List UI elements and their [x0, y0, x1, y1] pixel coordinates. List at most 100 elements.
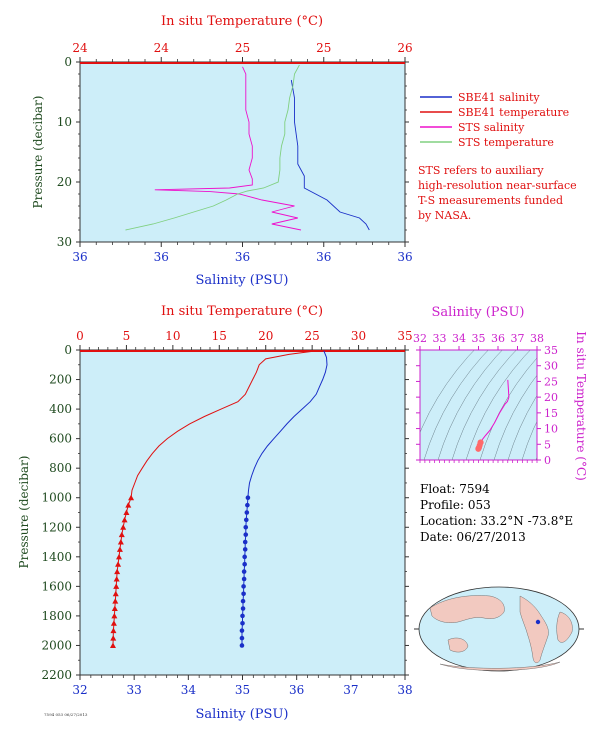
bottom-tick-label: 34 — [181, 683, 197, 697]
bottom-tick-label: 36 — [235, 250, 250, 264]
bottom-tick-label: 38 — [397, 683, 412, 697]
sbe41-temperature-point — [110, 635, 117, 641]
near-surface-y-axis-label: Pressure (decibar) — [31, 96, 45, 209]
y-tick-label: 600 — [49, 432, 72, 446]
sts-note-line-3: T-S measurements funded — [418, 194, 563, 207]
full-profile-axes: 0200400600800100012001400160018002000220… — [41, 329, 412, 697]
bottom-tick-label: 36 — [316, 250, 331, 264]
top-tick-label: 25 — [316, 41, 331, 55]
y-tick-label: 1600 — [41, 579, 72, 593]
legend-label-sbe41-salinity: SBE41 salinity — [458, 91, 540, 104]
ts-top-tick-label: 35 — [472, 332, 486, 345]
density-contour — [451, 350, 517, 460]
sbe41-salinity-point — [240, 613, 245, 619]
map-land-africa — [556, 611, 573, 643]
near-surface-plot: 0 10 20 30 24 24 25 25 26 36 36 36 36 36 In situ Temp… — [31, 14, 413, 288]
sbe41-salinity-point — [241, 569, 247, 574]
ts-top-tick-label: 33 — [433, 332, 447, 345]
bottom-tick-label: 36 — [154, 250, 169, 264]
top-tick-label: 15 — [212, 329, 227, 343]
full-profile-plot: 0200400600800100012001400160018002000220… — [17, 304, 413, 722]
bottom-tick-label: 35 — [235, 683, 250, 697]
sbe41-temperature-point — [116, 546, 123, 552]
ts-right-tick-label: 10 — [544, 423, 558, 436]
density-contour — [521, 420, 537, 460]
profile-number: Profile: 053 — [420, 498, 491, 512]
y-tick-label: 2200 — [41, 668, 72, 682]
ts-right-tick-label: 0 — [544, 454, 551, 467]
bottom-tick-label: 32 — [72, 683, 87, 697]
near-surface-series — [125, 64, 370, 231]
ts-top-tick-label: 37 — [511, 332, 525, 345]
near-surface-plot-area — [79, 61, 406, 243]
top-tick-label: 26 — [397, 41, 412, 55]
sbe41-temperature-point — [112, 590, 119, 597]
sbe41-salinity-point — [240, 598, 246, 604]
near-surface-top-axis-label: In situ Temperature (°C) — [161, 14, 323, 29]
top-tick-label: 10 — [165, 329, 180, 343]
sbe41-temperature-point — [115, 561, 122, 567]
ts-right-tick-label: 25 — [544, 375, 558, 388]
y-tick-label: 400 — [49, 402, 72, 416]
ts-diagram-axes: 32 33 34 35 36 37 38 0 5 10 15 20 25 30 35 — [413, 332, 558, 467]
sbe41-salinity-point — [239, 628, 245, 633]
y-tick-label: 200 — [49, 373, 72, 387]
y-tick-label: 1200 — [41, 520, 72, 534]
y-tick-label: 800 — [49, 461, 72, 475]
top-tick-label: 24 — [154, 41, 170, 55]
float-location: Location: 33.2°N -73.8°E — [420, 514, 574, 528]
sts-note-line-1: STS refers to auxiliary — [418, 164, 544, 177]
y-tick-label: 1000 — [41, 491, 72, 505]
ts-diagram-right-axis-label: In situ Temperature (°C) — [574, 331, 588, 481]
legend-label-sts-salinity: STS salinity — [458, 121, 525, 134]
ts-right-tick-label: 35 — [544, 344, 558, 357]
ts-deep-point — [475, 445, 482, 452]
ts-top-tick-label: 34 — [452, 332, 466, 345]
ts-top-tick-label: 36 — [491, 332, 505, 345]
top-tick-label: 25 — [305, 329, 320, 343]
sbe41-salinity-line — [290, 79, 370, 231]
sts-note-line-4: by NASA. — [418, 209, 471, 222]
sbe41-salinity-point — [239, 635, 245, 641]
y-tick-label: 10 — [57, 115, 72, 129]
ts-diagram-top-axis-label: Salinity (PSU) — [432, 305, 525, 320]
top-tick-label: 24 — [72, 41, 88, 55]
full-profile-top-axis-label: In situ Temperature (°C) — [161, 304, 323, 319]
map-land-eurasia — [429, 595, 505, 623]
map-land-antarctica — [439, 661, 561, 671]
density-contour — [493, 374, 537, 460]
density-contour — [479, 357, 537, 460]
float-info: Float: 7594 Profile: 053 Location: 33.2°… — [420, 481, 573, 545]
sbe41-temperature-point — [110, 620, 117, 626]
sbe41-salinity-point — [244, 510, 250, 515]
density-contour — [423, 350, 489, 460]
full-profile-y-axis-label: Pressure (decibar) — [17, 456, 31, 569]
sbe41-salinity-point — [241, 584, 246, 589]
world-map — [414, 586, 584, 672]
sbe41-temperature-point — [125, 502, 132, 508]
ts-top-tick-label: 32 — [413, 332, 427, 345]
sbe41-salinity-point — [243, 517, 249, 523]
legend-label-sbe41-temperature: SBE41 temperature — [458, 106, 569, 119]
sbe41-salinity-point — [240, 606, 246, 611]
ts-top-tick-label: 38 — [530, 332, 544, 345]
bottom-tick-label: 36 — [289, 683, 304, 697]
sbe41-temperature-point — [113, 575, 120, 582]
sbe41-temperature-point — [111, 605, 118, 612]
sbe41-temperature-point — [118, 531, 125, 538]
sbe41-temperature-point — [121, 516, 128, 523]
density-contours — [420, 350, 537, 460]
ts-diagram-series — [475, 379, 510, 452]
y-tick-label: 2000 — [41, 638, 72, 652]
sbe41-temperature-point — [116, 553, 122, 560]
sbe41-salinity-point — [241, 591, 246, 597]
sbe41-salinity-point — [241, 576, 247, 582]
sbe41-salinity-point — [243, 524, 249, 530]
bottom-tick-label: 36 — [72, 250, 87, 264]
footer-code: 7594 053 06/27/2013 — [44, 712, 88, 717]
sbe41-salinity-point — [242, 554, 247, 560]
full-profile-series — [109, 350, 328, 648]
top-tick-label: 0 — [76, 329, 84, 343]
sbe41-temperature-point — [114, 568, 121, 575]
